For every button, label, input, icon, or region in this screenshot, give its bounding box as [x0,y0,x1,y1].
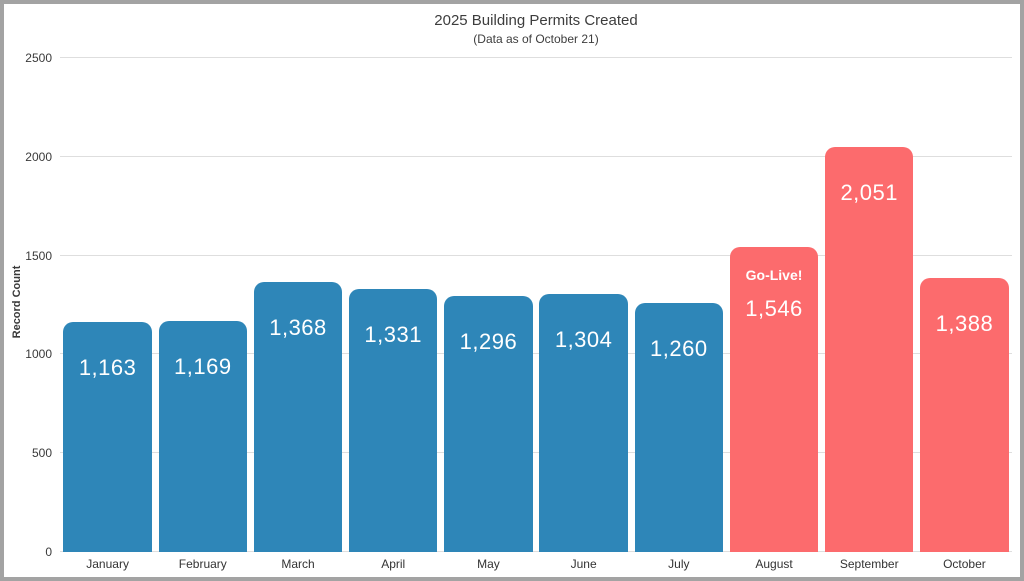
bar-april: 1,331 [348,289,438,552]
bar-value-label-july: 1,260 [650,336,708,362]
x-tick-label-february: February [178,557,227,571]
bar-value-label-january: 1,163 [78,355,137,381]
x-tick-label-july: July [668,557,690,571]
gridline-2500 [60,57,1012,58]
y-tick-label-0: 0 [45,545,52,559]
y-tick-label-1500: 1500 [25,248,52,263]
bar-february: 1,169 [158,321,248,552]
bars: 1,163 1,169 1,368 1,331 1,296 1,304 1,260 Go-Li… [60,58,1012,552]
gridline-1000 [60,353,1012,355]
bar-value-label-june: 1,304 [554,327,613,353]
y-tick-label-1000: 1000 [25,347,52,362]
x-tick-label-april: April [381,557,406,571]
plot-area: 0 500 1000 1500 2000 2500 1,163 1,169 1,368 1,33… [25,51,1012,559]
y-tick-label-2000: 2000 [25,149,52,164]
x-tick-label-august: August [755,557,793,571]
bar-slot-june: 1,304 [536,58,631,552]
bar-september: 2,051 [824,146,914,552]
y-axis-label: Record Count [11,265,23,339]
bar-slot-september: 2,051 [822,58,917,552]
x-axis-labels: January February March April May June July Augu… [60,557,1012,571]
gridline-1500 [60,254,1012,256]
x-tick-label-october: October [943,557,986,571]
bar-slot-august: Go-Live! 1,546 [726,58,821,552]
bar-value-label-march: 1,368 [269,314,327,340]
gridline-500 [60,452,1012,454]
bar-value-label-october: 1,388 [935,310,994,336]
bar-january: 1,163 [63,322,152,552]
chart-subtitle: (Data as of October 21) [473,32,599,46]
bar-august: Go-Live! 1,546 [729,246,819,552]
bar-slot-may: 1,296 [441,58,536,552]
y-tick-label-2500: 2500 [25,51,52,65]
bar-slot-april: 1,331 [346,58,441,552]
bar-slot-october: 1,388 [917,58,1012,552]
y-tick-label-500: 500 [31,446,52,461]
bar-value-label-may: 1,296 [459,328,518,354]
bar-slot-february: 1,169 [155,58,250,552]
bar-july: 1,260 [634,303,724,552]
bar-slot-july: 1,260 [631,58,726,552]
bar-value-label-february: 1,169 [174,354,232,380]
bar-value-label-april: 1,331 [364,322,422,347]
bar-value-label-september: 2,051 [840,179,898,205]
x-tick-label-september: September [839,557,899,571]
gridline-2000 [60,155,1012,157]
x-tick-label-january: January [86,557,129,571]
gridline-0 [60,551,1012,552]
x-tick-label-june: June [570,557,597,571]
bar-slot-january: 1,163 [60,58,155,552]
bar-may: 1,296 [444,295,533,552]
x-tick-label-may: May [477,557,500,571]
bar-slot-march: 1,368 [250,58,345,552]
golive-annotation: Go-Live! [745,266,803,283]
bar-october: 1,388 [920,277,1009,552]
bar-value-label-august: 1,546 [745,295,803,321]
x-tick-label-march: March [281,557,315,571]
chart-title: 2025 Building Permits Created [434,12,638,29]
bar-march: 1,368 [253,281,343,552]
bar-june: 1,304 [539,294,628,552]
